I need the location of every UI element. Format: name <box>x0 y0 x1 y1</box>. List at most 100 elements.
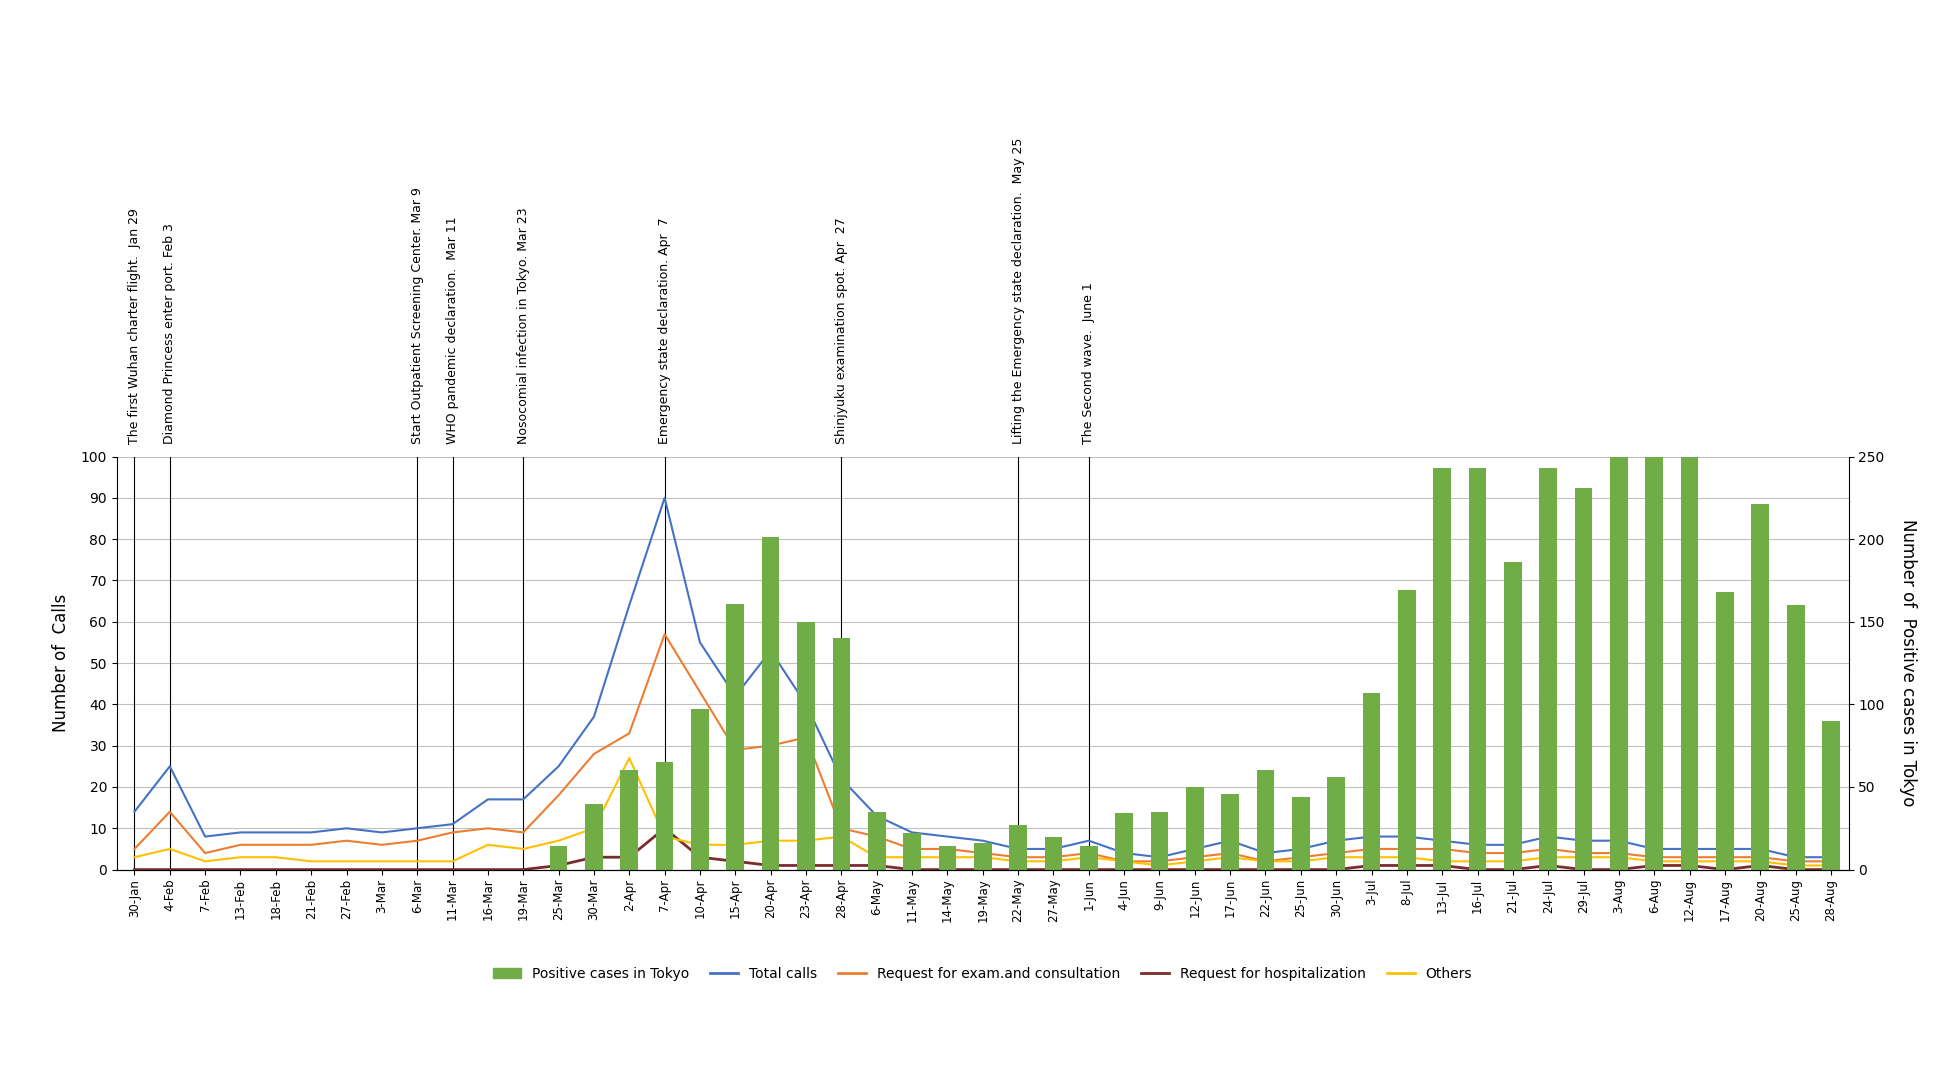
Request for hospitalization <box>1572 863 1596 876</box>
Total calls <box>689 636 712 649</box>
Bar <box>1010 825 1027 870</box>
Bar <box>726 603 743 870</box>
Bar <box>1222 794 1240 870</box>
Others <box>1006 854 1029 867</box>
Request for hospitalization <box>370 863 393 876</box>
Request for exam.and consultation <box>936 842 959 855</box>
Total calls <box>1288 842 1312 855</box>
Request for hospitalization <box>1500 863 1524 876</box>
Total calls <box>512 792 535 805</box>
Request for exam.and consultation <box>901 842 924 855</box>
Request for exam.and consultation <box>230 838 253 851</box>
Request for exam.and consultation <box>829 822 852 835</box>
Others <box>794 834 817 847</box>
Others <box>370 854 393 867</box>
Request for exam.and consultation <box>1395 842 1419 855</box>
Bar <box>903 834 920 870</box>
Request for hospitalization <box>866 859 889 872</box>
Total calls <box>654 491 677 504</box>
Total calls <box>901 826 924 839</box>
Request for hospitalization <box>335 863 358 876</box>
Request for exam.and consultation <box>1183 851 1207 864</box>
Request for hospitalization <box>1537 859 1561 872</box>
Text: Nosocomial infection in Tokyo. Mar 23: Nosocomial infection in Tokyo. Mar 23 <box>518 208 529 445</box>
Total calls <box>794 698 817 711</box>
Others <box>1183 854 1207 867</box>
Others <box>866 851 889 864</box>
Request for exam.and consultation <box>1537 842 1561 855</box>
Bar <box>1821 721 1839 870</box>
Request for hospitalization <box>617 851 640 864</box>
Others <box>1113 854 1136 867</box>
Bar <box>586 803 603 870</box>
Total calls <box>442 817 465 830</box>
Bar <box>1185 787 1205 870</box>
Request for exam.and consultation <box>1749 851 1773 864</box>
Line: Total calls: Total calls <box>134 498 1831 858</box>
Total calls <box>866 810 889 823</box>
Bar <box>1327 777 1345 870</box>
Request for exam.and consultation <box>866 830 889 844</box>
Total calls <box>1253 847 1277 860</box>
Request for exam.and consultation <box>654 627 677 640</box>
Total calls <box>724 689 747 702</box>
Request for hospitalization <box>582 851 605 864</box>
Request for hospitalization <box>654 822 677 835</box>
Others <box>1218 851 1242 864</box>
Request for hospitalization <box>1395 859 1419 872</box>
Total calls <box>1712 842 1736 855</box>
Request for exam.and consultation <box>617 727 640 740</box>
Total calls <box>1041 842 1064 855</box>
Total calls <box>193 830 216 844</box>
Others <box>1820 859 1843 872</box>
Others <box>1360 851 1384 864</box>
Total calls <box>1677 842 1701 855</box>
Text: Emergency state declaration. Apr  7: Emergency state declaration. Apr 7 <box>658 217 671 445</box>
Request for hospitalization <box>689 851 712 864</box>
Total calls <box>1360 830 1384 844</box>
Others <box>724 838 747 851</box>
Others <box>1784 859 1808 872</box>
Total calls <box>265 826 288 839</box>
Request for exam.and consultation <box>1677 851 1701 864</box>
Total calls <box>123 805 146 819</box>
Bar <box>1539 468 1557 870</box>
Request for hospitalization <box>1749 859 1773 872</box>
Total calls <box>1148 851 1171 864</box>
Total calls <box>829 772 852 785</box>
Request for hospitalization <box>123 863 146 876</box>
Text: The first Wuhan charter flight.  Jan 29: The first Wuhan charter flight. Jan 29 <box>128 209 140 445</box>
Request for hospitalization <box>901 863 924 876</box>
Others <box>512 842 535 855</box>
Request for hospitalization <box>1041 863 1064 876</box>
Others <box>1642 854 1666 867</box>
Total calls <box>477 792 500 805</box>
Text: Diamond Princess enter port. Feb 3: Diamond Princess enter port. Feb 3 <box>163 223 177 445</box>
Request for hospitalization <box>230 863 253 876</box>
Request for hospitalization <box>300 863 323 876</box>
Request for hospitalization <box>1253 863 1277 876</box>
Bar <box>1574 488 1592 870</box>
Bar <box>1434 468 1452 870</box>
Total calls <box>1395 830 1419 844</box>
Text: Start Outpatient Screening Center. Mar 9: Start Outpatient Screening Center. Mar 9 <box>411 187 424 445</box>
Others <box>617 751 640 764</box>
Request for exam.and consultation <box>300 838 323 851</box>
Others <box>193 854 216 867</box>
Total calls <box>1430 834 1454 847</box>
Bar <box>549 847 568 870</box>
Bar <box>798 622 815 870</box>
Request for exam.and consultation <box>1041 851 1064 864</box>
Request for exam.and consultation <box>582 748 605 761</box>
Request for hospitalization <box>442 863 465 876</box>
Total calls <box>230 826 253 839</box>
Request for exam.and consultation <box>1148 854 1171 867</box>
Request for hospitalization <box>1325 863 1349 876</box>
Request for exam.and consultation <box>1360 842 1384 855</box>
Total calls <box>1784 851 1808 864</box>
Request for exam.and consultation <box>1500 847 1524 860</box>
Bar <box>1397 590 1415 870</box>
Request for exam.and consultation <box>1218 847 1242 860</box>
Total calls <box>158 760 181 773</box>
Request for hospitalization <box>1784 863 1808 876</box>
